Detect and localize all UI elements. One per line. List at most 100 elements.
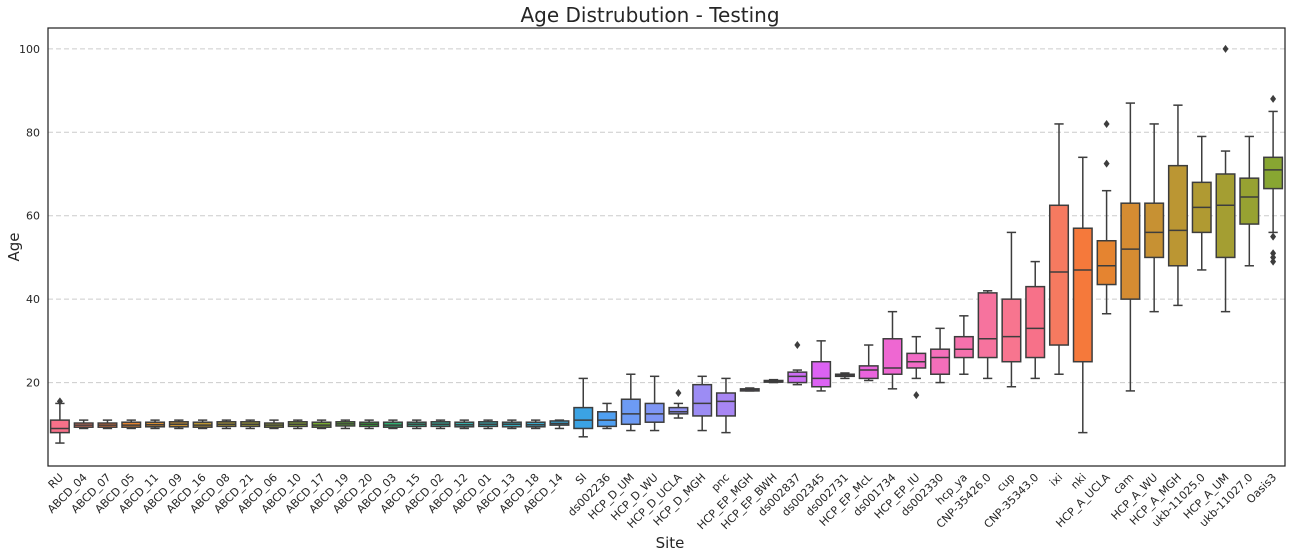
box-body xyxy=(1215,173,1236,259)
y-tick-label-2: 60 xyxy=(26,210,40,223)
flier-3 xyxy=(1270,253,1277,262)
box-42 xyxy=(1048,123,1070,375)
box-body xyxy=(1144,202,1165,259)
box-11 xyxy=(311,419,332,430)
box-48 xyxy=(1191,135,1212,271)
box-27 xyxy=(692,375,713,432)
box-22 xyxy=(573,377,594,438)
box-2 xyxy=(97,419,118,430)
box-body xyxy=(858,365,879,380)
box-47 xyxy=(1167,104,1188,307)
box-body xyxy=(977,292,998,359)
box-35 xyxy=(882,310,903,390)
box-13 xyxy=(359,419,380,430)
box-40 xyxy=(1001,231,1022,388)
box-body xyxy=(811,360,832,388)
plot-frame xyxy=(47,27,1286,467)
box-7 xyxy=(216,419,237,430)
flier-0 xyxy=(675,389,682,397)
box-body xyxy=(1167,164,1188,267)
flier-0 xyxy=(1222,44,1229,53)
box-body xyxy=(906,352,927,369)
box-5 xyxy=(168,419,189,430)
box-body xyxy=(1025,285,1046,359)
box-39 xyxy=(977,290,998,380)
box-body xyxy=(573,406,594,430)
box-34 xyxy=(858,344,879,382)
y-tick-labels: 20 40 60 80 100 xyxy=(19,43,40,390)
box-25 xyxy=(644,375,665,432)
box-21 xyxy=(549,419,570,430)
box-1 xyxy=(73,419,94,430)
box-49 xyxy=(1215,44,1236,313)
flier-0 xyxy=(1103,159,1110,168)
box-body xyxy=(1096,239,1117,286)
box-8 xyxy=(240,419,261,430)
box-body xyxy=(692,383,713,417)
box-body xyxy=(1239,177,1260,225)
box-body xyxy=(668,406,689,415)
box-29 xyxy=(739,387,760,392)
box-body xyxy=(953,335,974,359)
y-axis-label: Age xyxy=(5,232,23,261)
box-38 xyxy=(953,315,974,375)
box-20 xyxy=(525,419,546,430)
box-46 xyxy=(1144,123,1165,313)
box-body xyxy=(715,392,736,417)
flier-2 xyxy=(1270,249,1277,258)
box-26 xyxy=(668,389,689,419)
x-axis-label: Site xyxy=(656,534,685,552)
y-tick-label-3: 80 xyxy=(26,126,40,139)
box-16 xyxy=(430,419,451,430)
box-32 xyxy=(811,340,832,392)
box-31 xyxy=(787,341,808,386)
box-3 xyxy=(121,419,142,430)
flier-1 xyxy=(1270,232,1277,241)
box-50 xyxy=(1239,135,1260,267)
box-30 xyxy=(763,378,784,384)
box-body xyxy=(597,411,618,428)
x-tick-label-42: ixi xyxy=(1047,471,1065,489)
box-41 xyxy=(1025,260,1046,380)
box-14 xyxy=(382,419,403,430)
box-0 xyxy=(49,397,70,444)
flier-0 xyxy=(1270,94,1277,103)
box-body xyxy=(644,402,665,423)
box-9 xyxy=(263,419,285,430)
chart-title: Age Distrubution - Testing xyxy=(520,3,779,27)
box-10 xyxy=(287,419,308,430)
y-tick-label-1: 40 xyxy=(26,293,40,306)
box-44 xyxy=(1096,119,1117,315)
y-gridlines xyxy=(48,48,1285,384)
box-45 xyxy=(1120,102,1141,392)
box-body xyxy=(1263,156,1284,190)
y-tick-label-0: 20 xyxy=(26,377,40,390)
box-4 xyxy=(145,419,166,430)
box-51 xyxy=(1263,94,1284,266)
box-17 xyxy=(454,419,475,430)
box-body xyxy=(49,419,70,434)
box-23 xyxy=(597,402,618,430)
flier-1 xyxy=(1103,119,1110,128)
box-body xyxy=(620,398,641,426)
flier-0 xyxy=(794,341,801,350)
box-body xyxy=(787,371,808,384)
box-18 xyxy=(478,419,499,430)
flier-0 xyxy=(56,397,63,406)
box-12 xyxy=(335,419,356,430)
y-tick-label-4: 100 xyxy=(19,43,40,56)
box-body xyxy=(882,338,903,375)
box-24 xyxy=(620,373,641,432)
flier-4 xyxy=(1270,257,1277,266)
box-37 xyxy=(930,327,951,384)
x-tick-label-22: SI xyxy=(573,471,589,487)
box-body xyxy=(1001,298,1022,363)
box-43 xyxy=(1072,156,1093,434)
box-series xyxy=(49,44,1284,444)
box-body xyxy=(1072,227,1093,363)
box-33 xyxy=(834,372,855,380)
box-body xyxy=(1120,202,1141,300)
box-body xyxy=(1048,204,1070,346)
box-36 xyxy=(906,335,927,400)
